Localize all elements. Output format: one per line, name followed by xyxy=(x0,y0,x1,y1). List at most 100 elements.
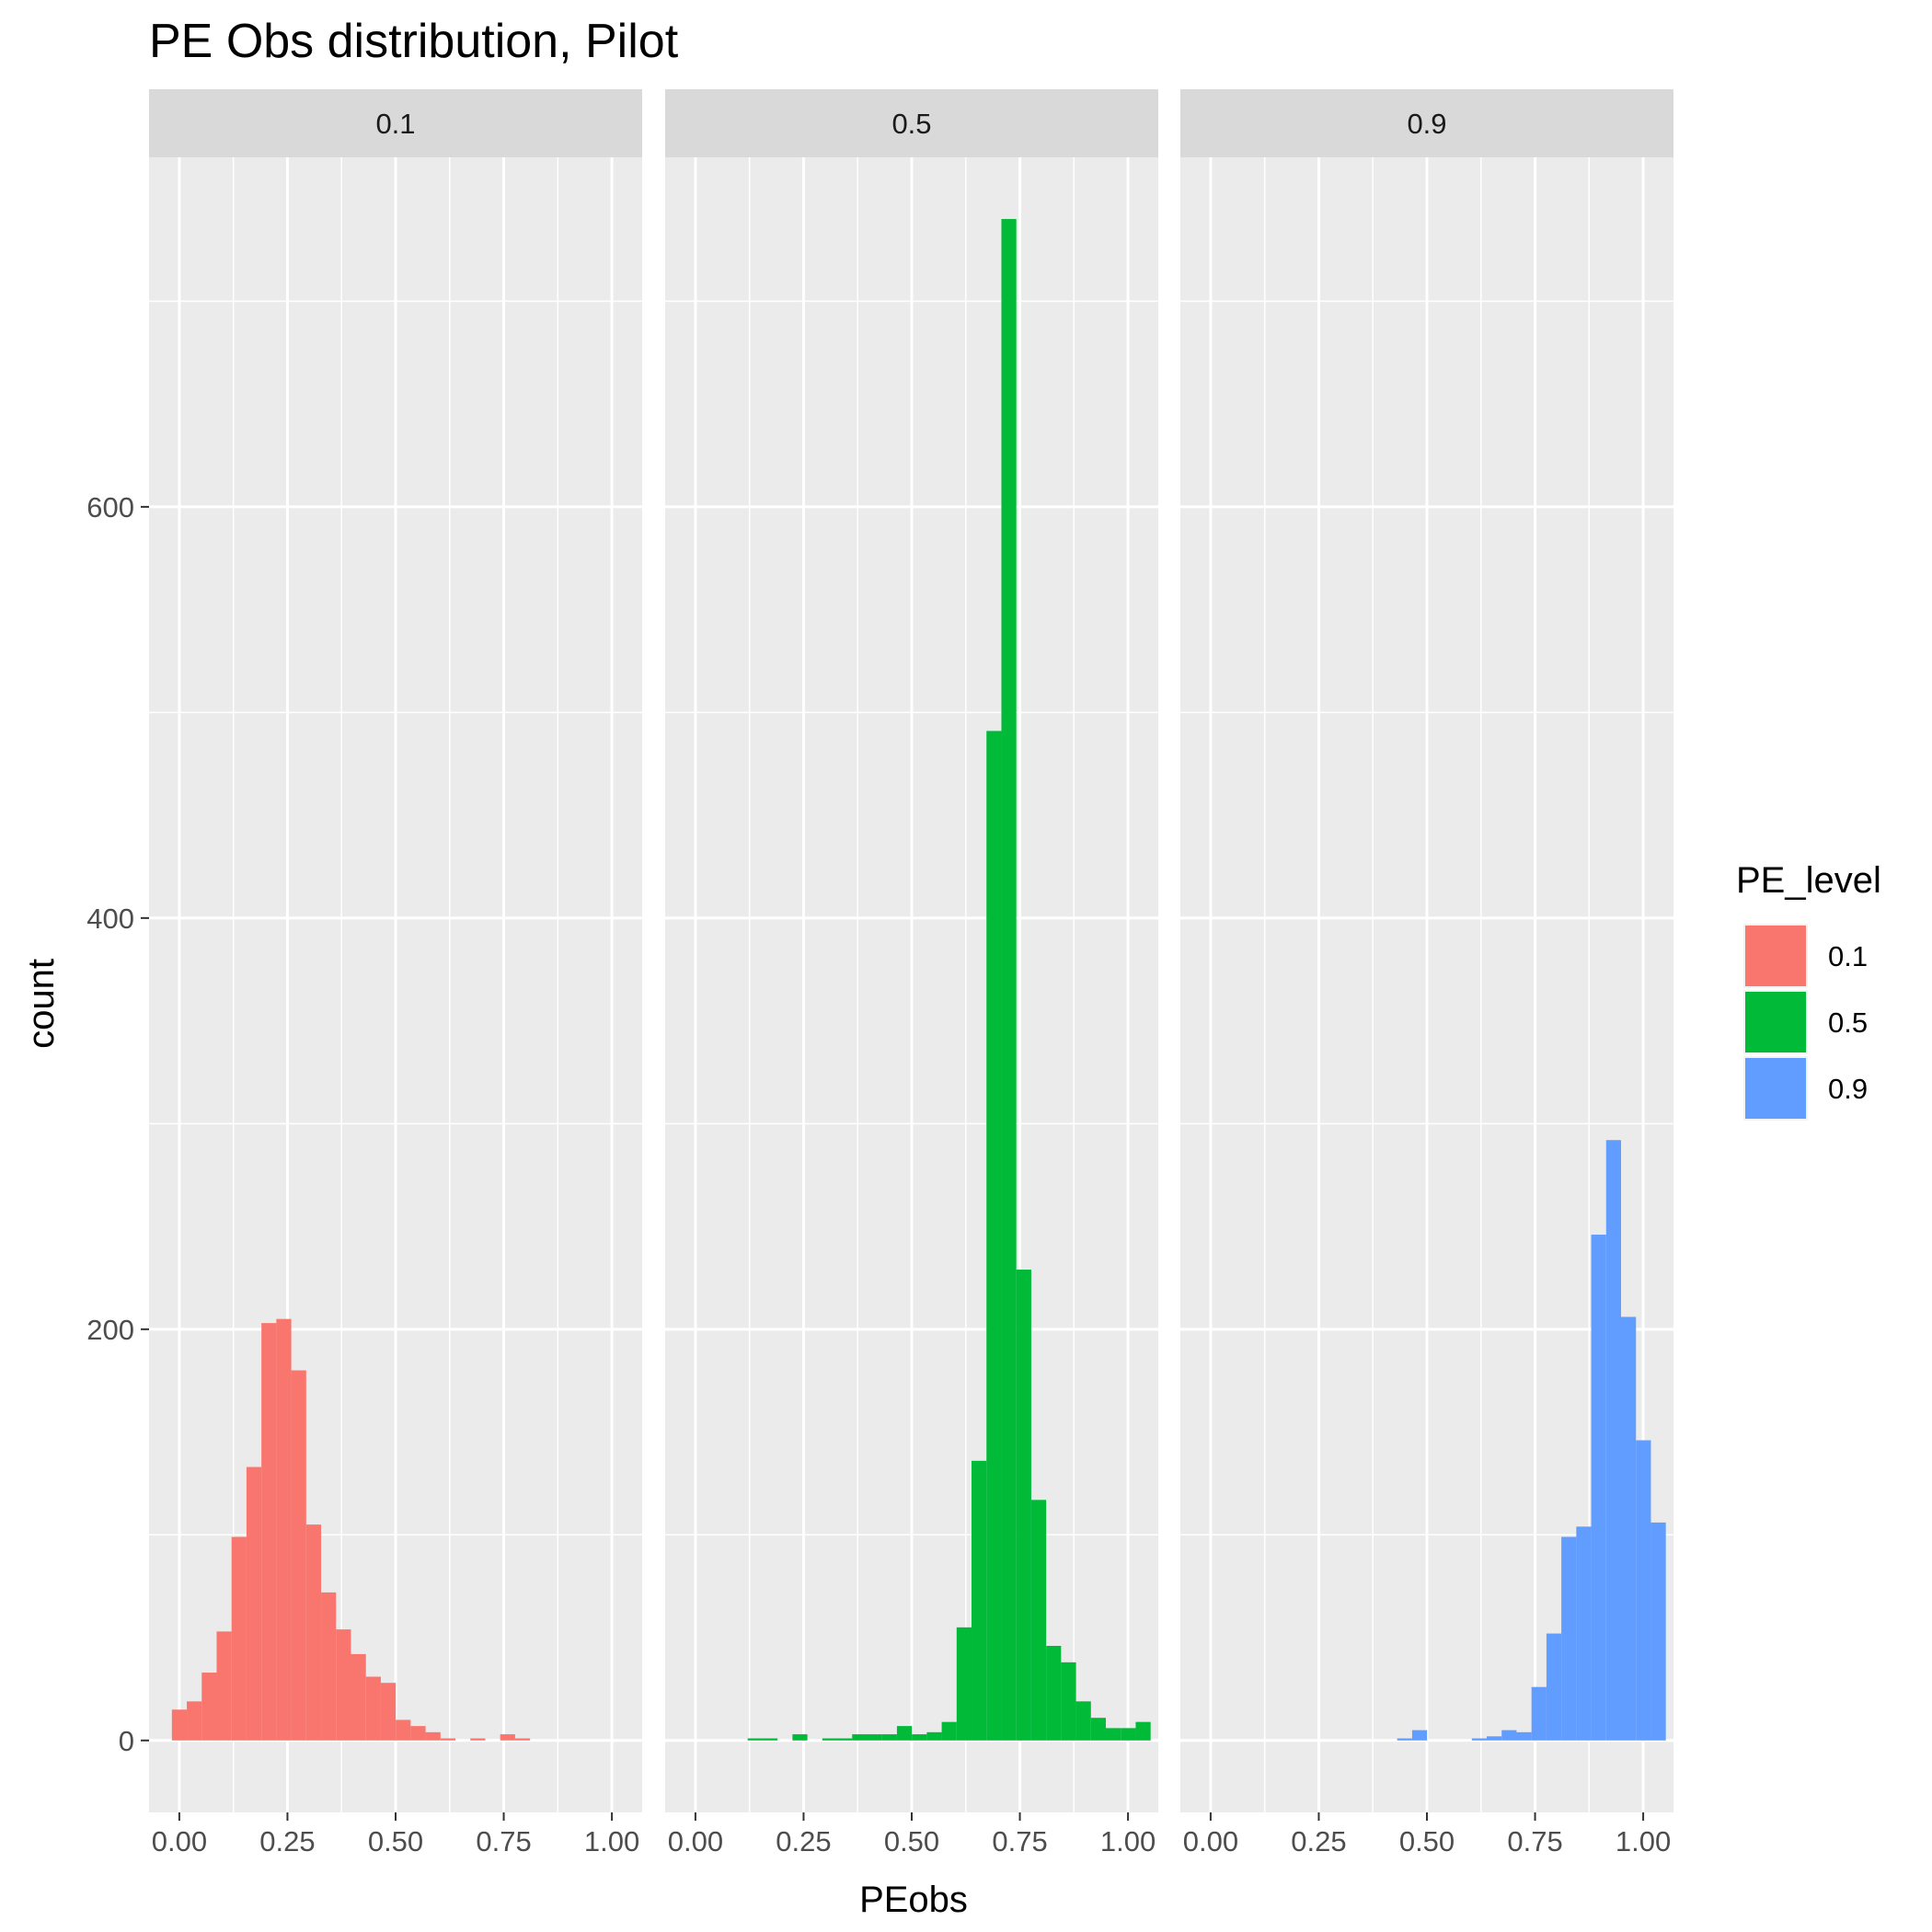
x-tick-label: 0.25 xyxy=(259,1825,315,1857)
histogram-bar xyxy=(470,1738,486,1741)
legend: PE_level 0.1 0.5 0.9 xyxy=(1736,860,1881,1121)
facet-panel-0.9: 0.9 0.00 0.25 0.50 0.75 1.00 xyxy=(1180,89,1673,1857)
histogram-bar xyxy=(1061,1662,1076,1741)
x-tick-label: 0.00 xyxy=(668,1825,723,1857)
histogram-bar xyxy=(1487,1736,1502,1741)
histogram-bar xyxy=(1605,1140,1622,1741)
x-tick-label: 0.50 xyxy=(884,1825,939,1857)
histogram-bar xyxy=(837,1738,853,1741)
facet-panel-0.1: 0.1 0.00 0.25 0.50 0.75 1.00 xyxy=(149,89,642,1857)
histogram-bar xyxy=(1501,1730,1517,1741)
histogram-bar xyxy=(305,1524,322,1741)
histogram-bar xyxy=(380,1683,397,1741)
legend-key-swatch xyxy=(1745,1058,1806,1119)
histogram-bar xyxy=(246,1466,262,1741)
legend-entry-label: 0.5 xyxy=(1828,1006,1868,1039)
histogram-bar xyxy=(291,1370,306,1741)
x-axis-title: PEobs xyxy=(859,1880,968,1920)
histogram-bar xyxy=(926,1731,942,1741)
histogram-bar xyxy=(514,1738,531,1741)
histogram-bar xyxy=(261,1323,277,1741)
histogram-bar xyxy=(852,1734,868,1741)
histogram-bar xyxy=(171,1709,188,1741)
x-tick-label: 0.50 xyxy=(368,1825,423,1857)
facet-strip xyxy=(1180,89,1673,157)
histogram-bar xyxy=(1561,1536,1577,1741)
histogram-bar xyxy=(762,1738,778,1741)
y-axis: 0 200 400 600 xyxy=(86,491,149,1757)
histogram-bar xyxy=(1001,219,1017,1741)
x-tick-label: 0.75 xyxy=(1507,1825,1562,1857)
y-tick-label: 0 xyxy=(119,1725,134,1757)
histogram-bar xyxy=(1621,1317,1637,1741)
histogram-bar xyxy=(986,730,1002,1741)
histogram-bar xyxy=(231,1536,247,1741)
histogram-bar xyxy=(1650,1522,1666,1741)
histogram-bar xyxy=(1090,1718,1107,1741)
legend-title: PE_level xyxy=(1736,860,1881,901)
histogram-bar xyxy=(1516,1731,1532,1741)
histogram-bar xyxy=(336,1629,351,1741)
x-tick-label: 0.25 xyxy=(776,1825,831,1857)
facet-panel-0.5: 0.5 0.00 0.25 0.50 0.75 1.00 xyxy=(665,89,1158,1857)
legend-keys: 0.1 0.5 0.9 xyxy=(1743,924,1868,1121)
histogram-bar xyxy=(867,1734,882,1741)
histogram-bar xyxy=(822,1738,838,1741)
histogram-bar xyxy=(321,1592,337,1741)
y-tick-label: 200 xyxy=(86,1314,134,1346)
histogram-bar xyxy=(956,1627,972,1741)
histogram-bar xyxy=(216,1631,232,1741)
facet-strip-label: 0.9 xyxy=(1407,108,1446,140)
histogram-bar xyxy=(941,1721,957,1741)
chart-title: PE Obs distribution, Pilot xyxy=(149,15,679,68)
y-tick-label: 400 xyxy=(86,903,134,935)
legend-entry-label: 0.1 xyxy=(1828,940,1868,972)
x-tick-label: 0.75 xyxy=(992,1825,1047,1857)
facet-strip-label: 0.1 xyxy=(375,108,415,140)
histogram-bar xyxy=(1106,1728,1121,1741)
histogram-bar xyxy=(1135,1721,1151,1741)
histogram-bar xyxy=(187,1701,202,1741)
facet-strip xyxy=(149,89,642,157)
histogram-bar xyxy=(747,1738,763,1741)
facet-panels: 0.10.00 0.25 0.50 0.75 1.000.50.00 0.25 0.50 0.… xyxy=(149,89,1673,1857)
histogram-bar xyxy=(351,1653,366,1741)
x-tick-label: 0.00 xyxy=(152,1825,207,1857)
histogram-bar xyxy=(1397,1738,1412,1741)
histogram-bar xyxy=(912,1734,927,1741)
facet-strip-label: 0.5 xyxy=(891,108,931,140)
histogram-bar xyxy=(410,1726,426,1741)
histogram-bar xyxy=(972,1460,987,1741)
x-tick-label: 0.50 xyxy=(1399,1825,1455,1857)
histogram-bar xyxy=(201,1673,217,1741)
x-tick-label: 1.00 xyxy=(1100,1825,1156,1857)
legend-entry-label: 0.9 xyxy=(1828,1073,1868,1105)
y-tick-label: 600 xyxy=(86,491,134,523)
histogram-bar xyxy=(1471,1738,1488,1741)
x-tick-label: 1.00 xyxy=(584,1825,639,1857)
histogram-bar xyxy=(1636,1440,1651,1741)
x-tick-label: 0.00 xyxy=(1183,1825,1238,1857)
histogram-bar xyxy=(1531,1686,1547,1741)
legend-key-swatch xyxy=(1745,926,1806,986)
histogram-bar xyxy=(365,1676,381,1741)
x-tick-label: 0.25 xyxy=(1291,1825,1346,1857)
histogram-bar xyxy=(792,1734,808,1741)
y-axis-title: count xyxy=(21,959,62,1049)
histogram-bar xyxy=(440,1738,456,1741)
histogram-bar xyxy=(1016,1270,1031,1741)
histogram-bar xyxy=(1591,1235,1606,1741)
histogram-bar xyxy=(1546,1633,1562,1741)
histogram-bar xyxy=(425,1731,441,1741)
histogram-bar xyxy=(396,1719,411,1741)
histogram-bar xyxy=(881,1734,897,1741)
histogram-bar xyxy=(1411,1730,1428,1741)
histogram-bar xyxy=(500,1734,515,1741)
histogram-bar xyxy=(1030,1500,1047,1741)
histogram-bar xyxy=(1075,1701,1091,1741)
histogram-bar xyxy=(1046,1645,1062,1741)
facet-strip xyxy=(665,89,1158,157)
histogram-bar xyxy=(1121,1728,1136,1741)
x-tick-label: 0.75 xyxy=(476,1825,531,1857)
